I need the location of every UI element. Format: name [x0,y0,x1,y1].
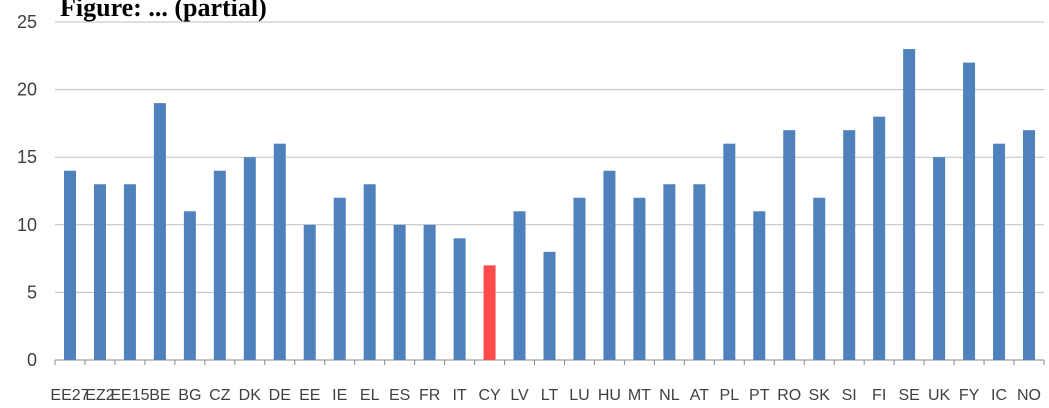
x-tick-label: UK [928,387,951,404]
x-tick-label: IC [991,387,1007,404]
x-tick-label: DE [269,387,291,404]
x-tick-label: NO [1017,387,1041,404]
x-tick-label: CZ [209,387,231,404]
x-tick-label: SE [898,387,919,404]
x-tick-label: LT [541,387,559,404]
bar-lv [513,211,526,360]
bar-de [273,143,286,360]
bar-dk [243,157,256,360]
x-tick-label: CY [478,387,501,404]
bar-mt [633,197,646,360]
bar-pt [753,211,766,360]
bar-cz [213,170,226,360]
x-tick-label: NL [659,387,680,404]
x-tick-label: BG [178,387,201,404]
bar-ro [783,130,796,360]
bar-no [1023,130,1036,360]
x-tick-label: FY [959,387,980,404]
bar-be [153,103,166,361]
y-tick-label: 0 [27,350,37,370]
bar-si [843,130,856,360]
bar-uk [933,157,946,360]
chart-title: Figure: ... (partial) [60,0,267,22]
y-tick-label: 15 [17,147,37,167]
bar-ic [993,143,1006,360]
x-tick-label: PT [749,387,770,404]
y-tick-label: 20 [17,80,37,100]
x-tick-label: SI [842,387,857,404]
bar-cy [483,265,496,360]
bar-ez2 [93,184,106,360]
bars [63,49,1036,361]
x-tick-label: EE27 [50,387,89,404]
x-tick-label: ES [389,387,410,404]
bar-fi [873,116,886,360]
x-tick-label: LU [569,387,589,404]
x-tick-label: SK [809,387,831,404]
x-tick-label: IE [332,387,347,404]
bar-el [363,184,376,360]
x-tick-label: HU [598,387,621,404]
x-tick-label: LV [510,387,529,404]
x-tick-label: DK [239,387,262,404]
bar-se [903,49,916,360]
bar-ee15 [123,184,136,360]
x-tick-label: IT [452,387,466,404]
x-tick-label: FI [872,387,886,404]
bar-ee [303,224,316,360]
x-tick-label: BE [149,387,170,404]
x-tick-label: EZ2 [85,387,114,404]
bar-fr [423,224,436,360]
bar-nl [663,184,676,360]
bar-bg [183,211,196,360]
bar-es [393,224,406,360]
bar-ee27 [63,170,76,360]
bar-it [453,238,466,360]
bar-fy [963,62,976,361]
bar-sk [813,197,826,360]
x-tick-label: MT [628,387,651,404]
y-tick-label: 25 [17,12,37,32]
bar-pl [723,143,736,360]
bar-lu [573,197,586,360]
y-tick-label: 10 [17,215,37,235]
bar-at [693,184,706,360]
x-tick-label: PL [720,387,740,404]
x-tick-label: EE15 [110,387,149,404]
bar-lt [543,251,556,360]
x-tick-label: FR [419,387,440,404]
x-tick-label: RO [777,387,801,404]
y-axis: 0 5 10 15 20 25 [17,12,37,370]
bar-hu [603,170,616,360]
x-tick-label: AT [690,387,709,404]
bar-ie [333,197,346,360]
y-tick-label: 5 [27,282,37,302]
x-tick-label: EL [360,387,380,404]
x-tick-label: EE [299,387,320,404]
